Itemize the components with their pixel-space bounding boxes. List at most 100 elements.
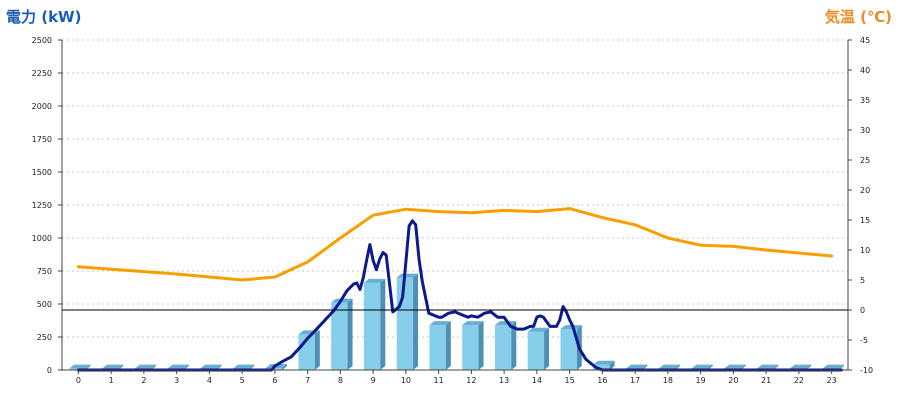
- x-tick-label-15: 15: [565, 376, 575, 385]
- bar-side-9: [380, 278, 386, 370]
- axes: 02505007501000125015001750200022502500-1…: [32, 36, 873, 385]
- bar-front-9: [363, 282, 381, 370]
- bar-side-16: [609, 360, 615, 370]
- left-axis-title: 電力 (kW): [6, 8, 82, 26]
- x-tick-label-18: 18: [663, 376, 673, 385]
- bar-side-12: [478, 321, 484, 370]
- left-tick-label-2250: 2250: [32, 69, 52, 78]
- x-tick-label-0: 0: [76, 376, 81, 385]
- right-tick-label-20: 20: [860, 186, 870, 195]
- bar-side-11: [445, 321, 451, 370]
- left-tick-label-1750: 1750: [32, 135, 52, 144]
- bar-top-11: [429, 321, 451, 326]
- bar-top-9: [363, 278, 386, 283]
- left-tick-label-1250: 1250: [32, 201, 52, 210]
- bar-front-12: [462, 325, 479, 370]
- bar-side-7: [314, 330, 320, 370]
- left-tick-label-250: 250: [37, 333, 52, 342]
- right-tick-label-45: 45: [860, 36, 870, 45]
- bar-12: [462, 321, 484, 370]
- bar-top-23: [822, 364, 844, 369]
- bar-front-13: [494, 325, 512, 370]
- x-tick-label-10: 10: [401, 376, 411, 385]
- left-tick-label-1000: 1000: [32, 234, 52, 243]
- x-tick-label-23: 23: [827, 376, 837, 385]
- left-tick-label-2000: 2000: [32, 102, 52, 111]
- bar-front-15: [560, 329, 577, 370]
- left-tick-label-750: 750: [37, 267, 52, 276]
- right-tick-label-25: 25: [860, 156, 870, 165]
- bar-side-14: [544, 327, 550, 370]
- x-tick-label-4: 4: [207, 376, 212, 385]
- grid: [62, 39, 848, 338]
- right-tick-label-0: 0: [860, 306, 865, 315]
- x-tick-label-13: 13: [499, 376, 509, 385]
- bar-top-21: [756, 364, 779, 369]
- x-tick-label-7: 7: [305, 376, 310, 385]
- bar-11: [429, 321, 451, 370]
- x-tick-label-2: 2: [141, 376, 146, 385]
- bar-10: [396, 273, 419, 370]
- bar-top-13: [494, 321, 517, 326]
- power-line: [76, 219, 843, 372]
- x-tick-label-22: 22: [794, 376, 804, 385]
- bar-13: [494, 321, 517, 370]
- bar-top-3: [167, 364, 189, 369]
- bar-top-4: [200, 364, 222, 369]
- bar-top-5: [232, 364, 255, 369]
- x-tick-label-17: 17: [630, 376, 640, 385]
- x-tick-label-21: 21: [761, 376, 771, 385]
- right-tick-label-5: 5: [860, 276, 865, 285]
- line-series: [76, 207, 843, 372]
- left-tick-label-0: 0: [47, 366, 52, 375]
- x-tick-label-12: 12: [466, 376, 476, 385]
- bar-top-18: [658, 364, 681, 369]
- bar-side-13: [511, 321, 517, 370]
- bar-front-11: [429, 325, 446, 370]
- right-tick-label--10: -10: [860, 366, 873, 375]
- x-tick-label-14: 14: [532, 376, 542, 385]
- bar-top-0: [69, 364, 91, 369]
- bar-series: [69, 273, 844, 370]
- bar-top-22: [789, 364, 812, 369]
- x-tick-label-9: 9: [371, 376, 376, 385]
- right-tick-label-15: 15: [860, 216, 870, 225]
- x-tick-label-19: 19: [696, 376, 706, 385]
- temperature-line: [76, 207, 834, 282]
- bar-front-8: [331, 302, 348, 370]
- x-tick-label-20: 20: [728, 376, 738, 385]
- bar-side-8: [347, 298, 353, 370]
- left-tick-label-1500: 1500: [32, 168, 52, 177]
- bar-side-6: [282, 364, 288, 370]
- x-tick-label-11: 11: [434, 376, 444, 385]
- right-tick-label--5: -5: [860, 336, 868, 345]
- bar-8: [331, 298, 353, 370]
- right-tick-label-40: 40: [860, 66, 870, 75]
- x-tick-label-5: 5: [240, 376, 245, 385]
- bar-front-14: [527, 331, 545, 370]
- bar-top-15: [560, 325, 582, 330]
- bar-top-10: [396, 273, 419, 278]
- bar-top-19: [691, 364, 713, 369]
- right-tick-label-30: 30: [860, 126, 870, 135]
- x-tick-label-3: 3: [174, 376, 179, 385]
- bar-side-10: [413, 273, 419, 370]
- bar-front-10: [396, 277, 414, 370]
- bar-top-12: [462, 321, 484, 326]
- bar-top-16: [593, 360, 615, 365]
- x-tick-label-1: 1: [109, 376, 114, 385]
- x-tick-label-6: 6: [272, 376, 277, 385]
- left-tick-label-500: 500: [37, 300, 52, 309]
- bar-top-20: [724, 364, 746, 369]
- x-tick-label-16: 16: [597, 376, 607, 385]
- right-axis-title: 気温 (℃): [824, 8, 892, 26]
- bar-top-2: [134, 364, 157, 369]
- x-tick-label-8: 8: [338, 376, 343, 385]
- right-tick-label-10: 10: [860, 246, 870, 255]
- bar-14: [527, 327, 550, 370]
- bar-top-1: [101, 364, 124, 369]
- bar-9: [363, 278, 386, 370]
- bar-top-17: [625, 364, 648, 369]
- left-tick-label-2500: 2500: [32, 36, 52, 45]
